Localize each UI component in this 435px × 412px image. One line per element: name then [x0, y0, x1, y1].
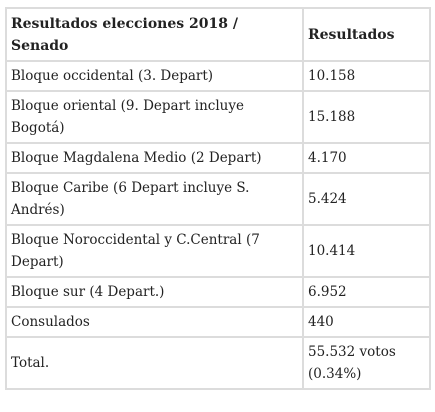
- results-table: Resultados elecciones 2018 / Senado Resu…: [5, 7, 431, 390]
- row-value: 15.188: [303, 91, 430, 143]
- row-label: Bloque sur (4 Depart.): [6, 277, 303, 307]
- row-label: Total.: [6, 337, 303, 389]
- row-value: 6.952: [303, 277, 430, 307]
- table-row: Bloque oriental (9. Depart incluye Bogot…: [6, 91, 430, 143]
- table-row: Bloque Noroccidental y C.Central (7 Depa…: [6, 225, 430, 277]
- row-value: 55.532 votos (0.34%): [303, 337, 430, 389]
- row-label: Consulados: [6, 307, 303, 337]
- table-row: Bloque sur (4 Depart.) 6.952: [6, 277, 430, 307]
- row-value: 4.170: [303, 143, 430, 173]
- row-value: 10.414: [303, 225, 430, 277]
- table-row: Consulados 440: [6, 307, 430, 337]
- row-label: Bloque occidental (3. Depart): [6, 61, 303, 91]
- row-value: 10.158: [303, 61, 430, 91]
- row-label: Bloque Magdalena Medio (2 Depart): [6, 143, 303, 173]
- table-header-row: Resultados elecciones 2018 / Senado Resu…: [6, 8, 430, 61]
- header-results: Resultados: [303, 8, 430, 61]
- row-value: 5.424: [303, 173, 430, 225]
- header-election-results: Resultados elecciones 2018 / Senado: [6, 8, 303, 61]
- results-table-container: Resultados elecciones 2018 / Senado Resu…: [5, 7, 431, 390]
- table-row: Bloque occidental (3. Depart) 10.158: [6, 61, 430, 91]
- row-label: Bloque Caribe (6 Depart incluye S. André…: [6, 173, 303, 225]
- row-label: Bloque Noroccidental y C.Central (7 Depa…: [6, 225, 303, 277]
- table-row: Bloque Caribe (6 Depart incluye S. André…: [6, 173, 430, 225]
- table-row-total: Total. 55.532 votos (0.34%): [6, 337, 430, 389]
- row-value: 440: [303, 307, 430, 337]
- row-label: Bloque oriental (9. Depart incluye Bogot…: [6, 91, 303, 143]
- table-row: Bloque Magdalena Medio (2 Depart) 4.170: [6, 143, 430, 173]
